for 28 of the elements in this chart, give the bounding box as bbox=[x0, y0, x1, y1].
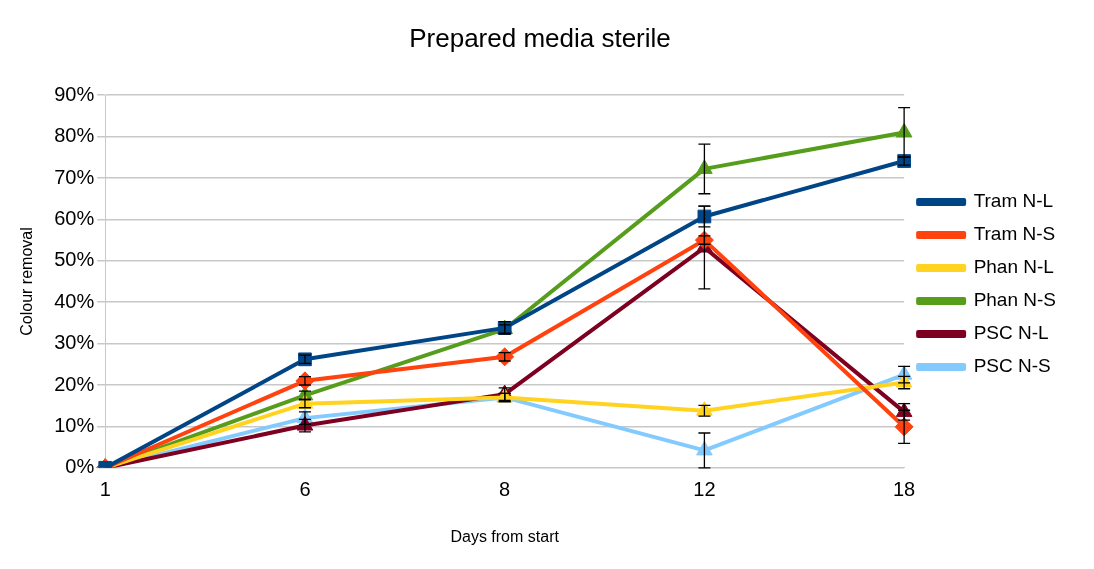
x-tick-label: 18 bbox=[893, 478, 916, 501]
legend-label: Tram N-S bbox=[973, 223, 1056, 245]
y-tick-label: 20% bbox=[54, 372, 95, 395]
y-tick-label: 70% bbox=[54, 165, 95, 188]
y-tick-label: 10% bbox=[54, 413, 95, 436]
y-tick-label: 90% bbox=[54, 82, 95, 105]
x-tick-label: 12 bbox=[693, 478, 716, 501]
chart-title: Prepared media sterile bbox=[409, 22, 671, 53]
y-tick-label: 50% bbox=[54, 248, 95, 271]
y-tick-label: 40% bbox=[54, 289, 95, 312]
point bbox=[697, 209, 712, 224]
legend-label: Tram N-L bbox=[973, 190, 1054, 212]
x-tick-label: 1 bbox=[99, 478, 111, 501]
legend-label: PSC N-S bbox=[973, 355, 1051, 377]
x-axis-title: Days from start bbox=[450, 527, 560, 545]
y-tick-label: 60% bbox=[54, 206, 95, 229]
y-tick-label: 30% bbox=[54, 331, 95, 354]
point bbox=[495, 347, 515, 367]
legend-label: PSC N-L bbox=[973, 322, 1049, 344]
legend-label: Phan N-L bbox=[973, 256, 1054, 278]
x-tick-label: 6 bbox=[299, 478, 311, 501]
point bbox=[694, 230, 714, 250]
y-tick-label: 0% bbox=[65, 455, 95, 478]
point bbox=[295, 371, 315, 391]
y-tick-label: 80% bbox=[54, 124, 95, 147]
x-tick-label: 8 bbox=[499, 478, 511, 501]
legend-label: Phan N-S bbox=[973, 289, 1056, 311]
y-axis-title: Colour removal bbox=[18, 227, 36, 336]
